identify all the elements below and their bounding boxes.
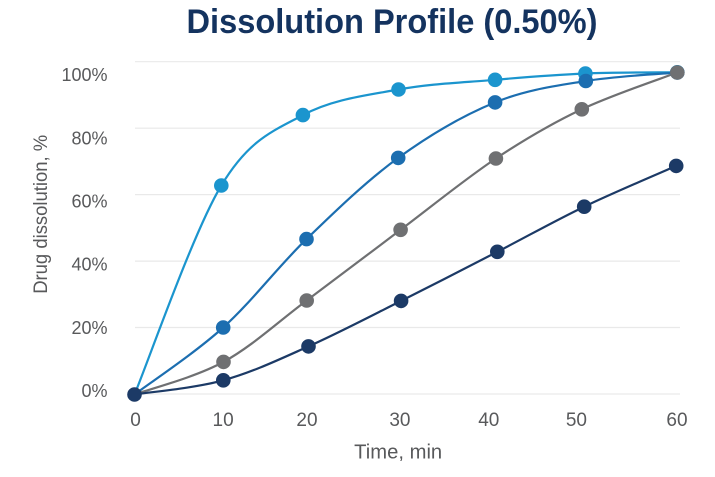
svg-text:0%: 0% (81, 381, 107, 401)
svg-text:40: 40 (478, 410, 499, 431)
svg-text:80%: 80% (71, 128, 107, 148)
svg-text:30: 30 (389, 410, 410, 431)
svg-text:Time, min: Time, min (354, 441, 442, 463)
svg-text:Drug dissolution, %: Drug dissolution, % (31, 135, 52, 294)
svg-text:40%: 40% (71, 255, 107, 275)
svg-text:100%: 100% (61, 65, 107, 85)
svg-text:20: 20 (296, 410, 317, 431)
svg-text:20%: 20% (71, 318, 107, 338)
svg-text:60%: 60% (71, 192, 107, 212)
svg-text:10: 10 (213, 410, 234, 431)
svg-text:50: 50 (566, 410, 587, 431)
svg-text:0: 0 (130, 410, 141, 431)
svg-text:Dissolution Profile (0.50%): Dissolution Profile (0.50%) (187, 3, 598, 41)
svg-text:60: 60 (666, 410, 687, 431)
